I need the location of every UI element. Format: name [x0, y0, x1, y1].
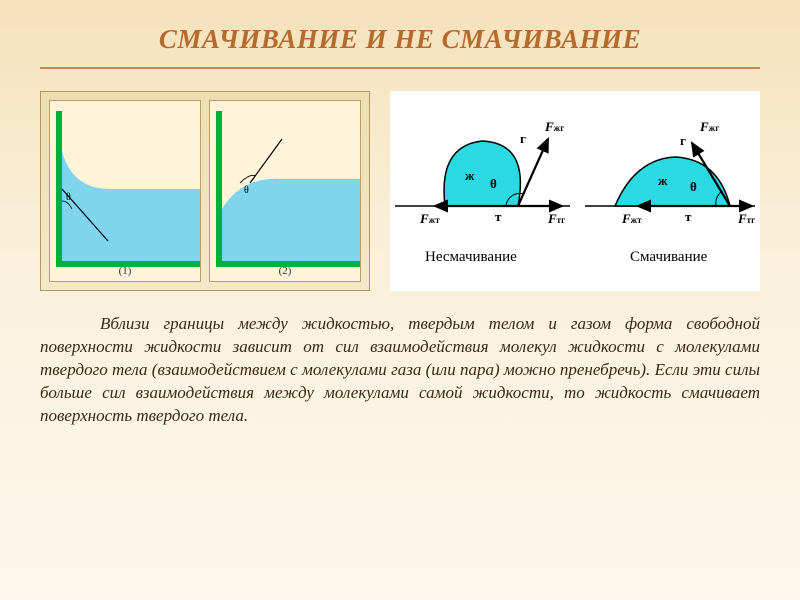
- caption-wetting: Смачивание: [630, 249, 707, 266]
- theta-label-1: θ: [66, 192, 71, 203]
- theta-label-2: θ: [244, 185, 249, 196]
- lbl-Ftg-R: Fтг: [738, 211, 755, 227]
- lbl-solid-L: т: [495, 209, 501, 225]
- droplet-wetting: [585, 143, 755, 206]
- caption-nonwetting: Несмачивание: [425, 249, 517, 266]
- lbl-Ftg-L: Fтг: [548, 211, 565, 227]
- left-figure: θ (1) θ (2): [40, 91, 370, 291]
- lbl-solid-R: т: [685, 209, 691, 225]
- figures-row: θ (1) θ (2): [40, 91, 760, 291]
- vessel-label-2: (2): [279, 265, 292, 277]
- vessel-label-1: (1): [119, 265, 132, 277]
- lbl-Fzhk-R: Fжт: [622, 211, 642, 227]
- lbl-Fzhk-L: Fжт: [420, 211, 440, 227]
- droplet-nonwetting: [395, 139, 570, 206]
- lbl-gas-R: г: [680, 133, 686, 149]
- lbl-liquid-L: ж: [465, 168, 474, 184]
- lbl-theta-R: θ: [690, 179, 697, 195]
- vessel-nonwetting-svg: θ: [210, 101, 360, 281]
- body-paragraph: Вблизи границы между жидкостью, твердым …: [40, 313, 760, 428]
- slide: СМАЧИВАНИЕ И НЕ СМАЧИВАНИЕ θ (1): [0, 0, 800, 600]
- right-figure: Fжг г ж θ Fжт т Fтг Fжг г ж θ Fжт т Fтг …: [390, 91, 760, 291]
- lbl-gas-L: г: [520, 131, 526, 147]
- lbl-liquid-R: ж: [658, 173, 667, 189]
- vessel-wetting: θ (1): [49, 100, 201, 282]
- lbl-Fzhg-L: Fжг: [545, 119, 564, 135]
- slide-title: СМАЧИВАНИЕ И НЕ СМАЧИВАНИЕ: [40, 24, 760, 69]
- lbl-theta-L: θ: [490, 176, 497, 192]
- vessel-nonwetting: θ (2): [209, 100, 361, 282]
- vessel-wetting-svg: θ: [50, 101, 200, 281]
- lbl-Fzhg-R: Fжг: [700, 119, 719, 135]
